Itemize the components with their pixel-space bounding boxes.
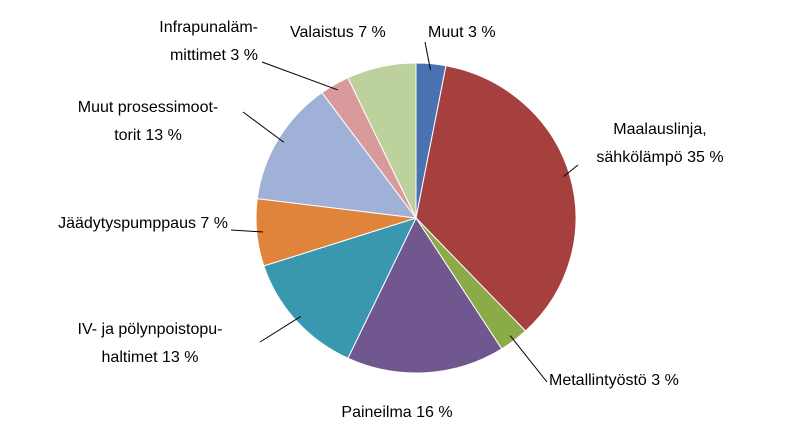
leader-line (509, 335, 548, 383)
pie-slice (415, 65, 577, 332)
category-label: Paineilma (341, 404, 411, 421)
category-label: Metallintyöstö (549, 372, 647, 389)
slice-label: Valaistus 7 % (290, 24, 386, 41)
slice-label: Metallintyöstö 3 % (549, 372, 679, 389)
slice-label: Infrapunaläm- (159, 19, 258, 36)
leader-line (230, 229, 264, 233)
pie-slice (347, 216, 503, 374)
category-label: Maalauslinja, (613, 121, 706, 138)
leader-line (259, 315, 302, 343)
slice-label: Muut 3 % (428, 24, 496, 41)
slice-label: Jäädytyspumppaus 7 % (58, 215, 228, 232)
category-label: Valaistus (290, 24, 354, 41)
slice-label: IV- ja pölynpoistopu- (78, 321, 223, 338)
value-label: 3 % (230, 47, 258, 64)
category-label: sähkölämpö (596, 149, 682, 166)
value-label: 3 % (468, 24, 496, 41)
leader-line (261, 61, 338, 91)
slice-label: Maalauslinja, (613, 121, 706, 138)
slice-label: haltimet 13 % (102, 349, 199, 366)
slice-label: Paineilma 16 % (341, 404, 452, 421)
slice-label: mittimet 3 % (170, 47, 258, 64)
category-label: torit (114, 127, 145, 144)
slice-label: sähkölämpö 35 % (596, 149, 723, 166)
category-label: Jäädytyspumppaus (58, 215, 196, 232)
pie-slice (263, 217, 417, 359)
value-label: 13 % (145, 127, 181, 144)
pie-slice (347, 62, 417, 219)
category-label: Muut prosessimoot- (78, 99, 219, 116)
category-label: haltimet (102, 349, 159, 366)
value-label: 7 % (358, 24, 386, 41)
pie-slice (256, 91, 418, 219)
value-label: 35 % (687, 149, 723, 166)
value-label: 13 % (162, 349, 198, 366)
slice-label: Muut prosessimoot- (78, 99, 219, 116)
category-label: IV- ja pölynpoistopu- (78, 321, 223, 338)
leader-line (242, 111, 285, 143)
leader-line (563, 164, 579, 177)
slice-label: torit 13 % (114, 127, 182, 144)
leader-line (424, 41, 431, 70)
value-label: 16 % (416, 404, 452, 421)
category-label: mittimet (170, 47, 227, 64)
category-label: Muut (428, 24, 464, 41)
value-label: 7 % (200, 215, 228, 232)
value-label: 3 % (651, 372, 679, 389)
category-label: Infrapunaläm- (159, 19, 258, 36)
